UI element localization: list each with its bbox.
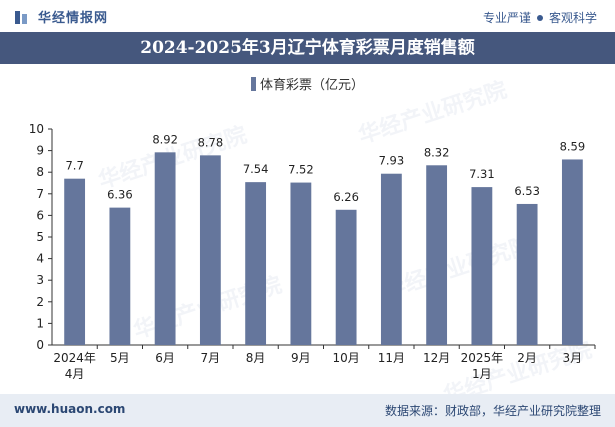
data-label: 7.7 (65, 159, 83, 173)
bar (335, 209, 357, 345)
x-tick-label: 9月 (291, 351, 311, 365)
slogan-right: 客观科学 (548, 11, 597, 25)
chart-title: 2024-2025年3月辽宁体育彩票月度销售额 (140, 38, 475, 58)
x-tick-label: 1月 (472, 367, 492, 381)
bar (380, 173, 402, 345)
bar (561, 159, 583, 345)
x-tick-label: 2025年 (461, 351, 504, 365)
footer: www.huaon.com 数据来源：财政部，华经产业研究院整理 (0, 394, 615, 427)
footer-source: 数据来源：财政部，华经产业研究院整理 (384, 404, 601, 418)
y-tick-label: 1 (36, 316, 44, 330)
x-tick-label: 5月 (110, 351, 130, 365)
bar (109, 207, 131, 345)
y-tick-label: 10 (29, 122, 44, 136)
bar (154, 152, 176, 345)
x-tick-label: 2月 (517, 351, 537, 365)
x-tick-label: 10月 (332, 351, 359, 365)
data-label: 6.36 (107, 188, 133, 202)
x-tick-label: 7月 (201, 351, 221, 365)
bar (290, 182, 312, 345)
bar (199, 155, 221, 345)
title-bar: 2024-2025年3月辽宁体育彩票月度销售额 (0, 32, 615, 64)
x-tick-label: 2024年 (53, 351, 96, 365)
y-tick-label: 5 (36, 230, 44, 244)
data-label: 8.32 (424, 145, 450, 159)
data-label: 7.93 (379, 154, 405, 168)
data-label: 8.92 (152, 132, 178, 146)
brand[interactable]: 华经情报网 (14, 7, 108, 26)
top-strip: 华经情报网 专业严谨 客观科学 (0, 0, 615, 32)
brand-logo-icon (14, 9, 32, 25)
dot-icon (536, 14, 543, 21)
bar-chart: 0 1 2 3 4 5 6 7 8 9 10 7.7 2024年 4月 6.36 5月 8.92 6月 8.78 7月… (29, 122, 596, 381)
y-tick-label: 8 (36, 165, 44, 179)
y-tick-label: 2 (36, 295, 44, 309)
bar (64, 178, 86, 345)
data-label: 7.52 (288, 163, 314, 177)
slogan-left: 专业严谨 (482, 11, 531, 25)
x-tick-label: 12月 (423, 351, 450, 365)
bar (471, 187, 493, 345)
x-tick-label: 8月 (246, 351, 266, 365)
data-label: 6.53 (514, 184, 540, 198)
y-tick-label: 0 (36, 338, 44, 352)
y-tick-label: 6 (36, 208, 44, 222)
data-label: 8.78 (198, 135, 224, 149)
bar (426, 165, 448, 345)
data-label: 7.54 (243, 162, 269, 176)
legend: 体育彩票（亿元） (0, 74, 615, 93)
legend-swatch-icon (250, 77, 256, 91)
y-tick-label: 3 (36, 273, 44, 287)
x-tick-label: 3月 (563, 351, 583, 365)
bar (245, 182, 267, 345)
data-label: 6.26 (333, 190, 359, 204)
x-tick-label: 11月 (378, 351, 405, 365)
x-tick-label: 4月 (65, 367, 85, 381)
data-label: 8.59 (560, 139, 586, 153)
y-tick-label: 4 (36, 252, 44, 266)
data-label: 7.31 (469, 167, 495, 181)
y-tick-label: 9 (36, 144, 44, 158)
bar (516, 203, 538, 345)
brand-name: 华经情报网 (38, 11, 109, 26)
legend-label: 体育彩票（亿元） (259, 78, 364, 93)
x-tick-label: 6月 (155, 351, 175, 365)
slogan: 专业严谨 客观科学 (483, 9, 597, 26)
y-tick-label: 7 (36, 187, 44, 201)
footer-url[interactable]: www.huaon.com (14, 402, 126, 416)
